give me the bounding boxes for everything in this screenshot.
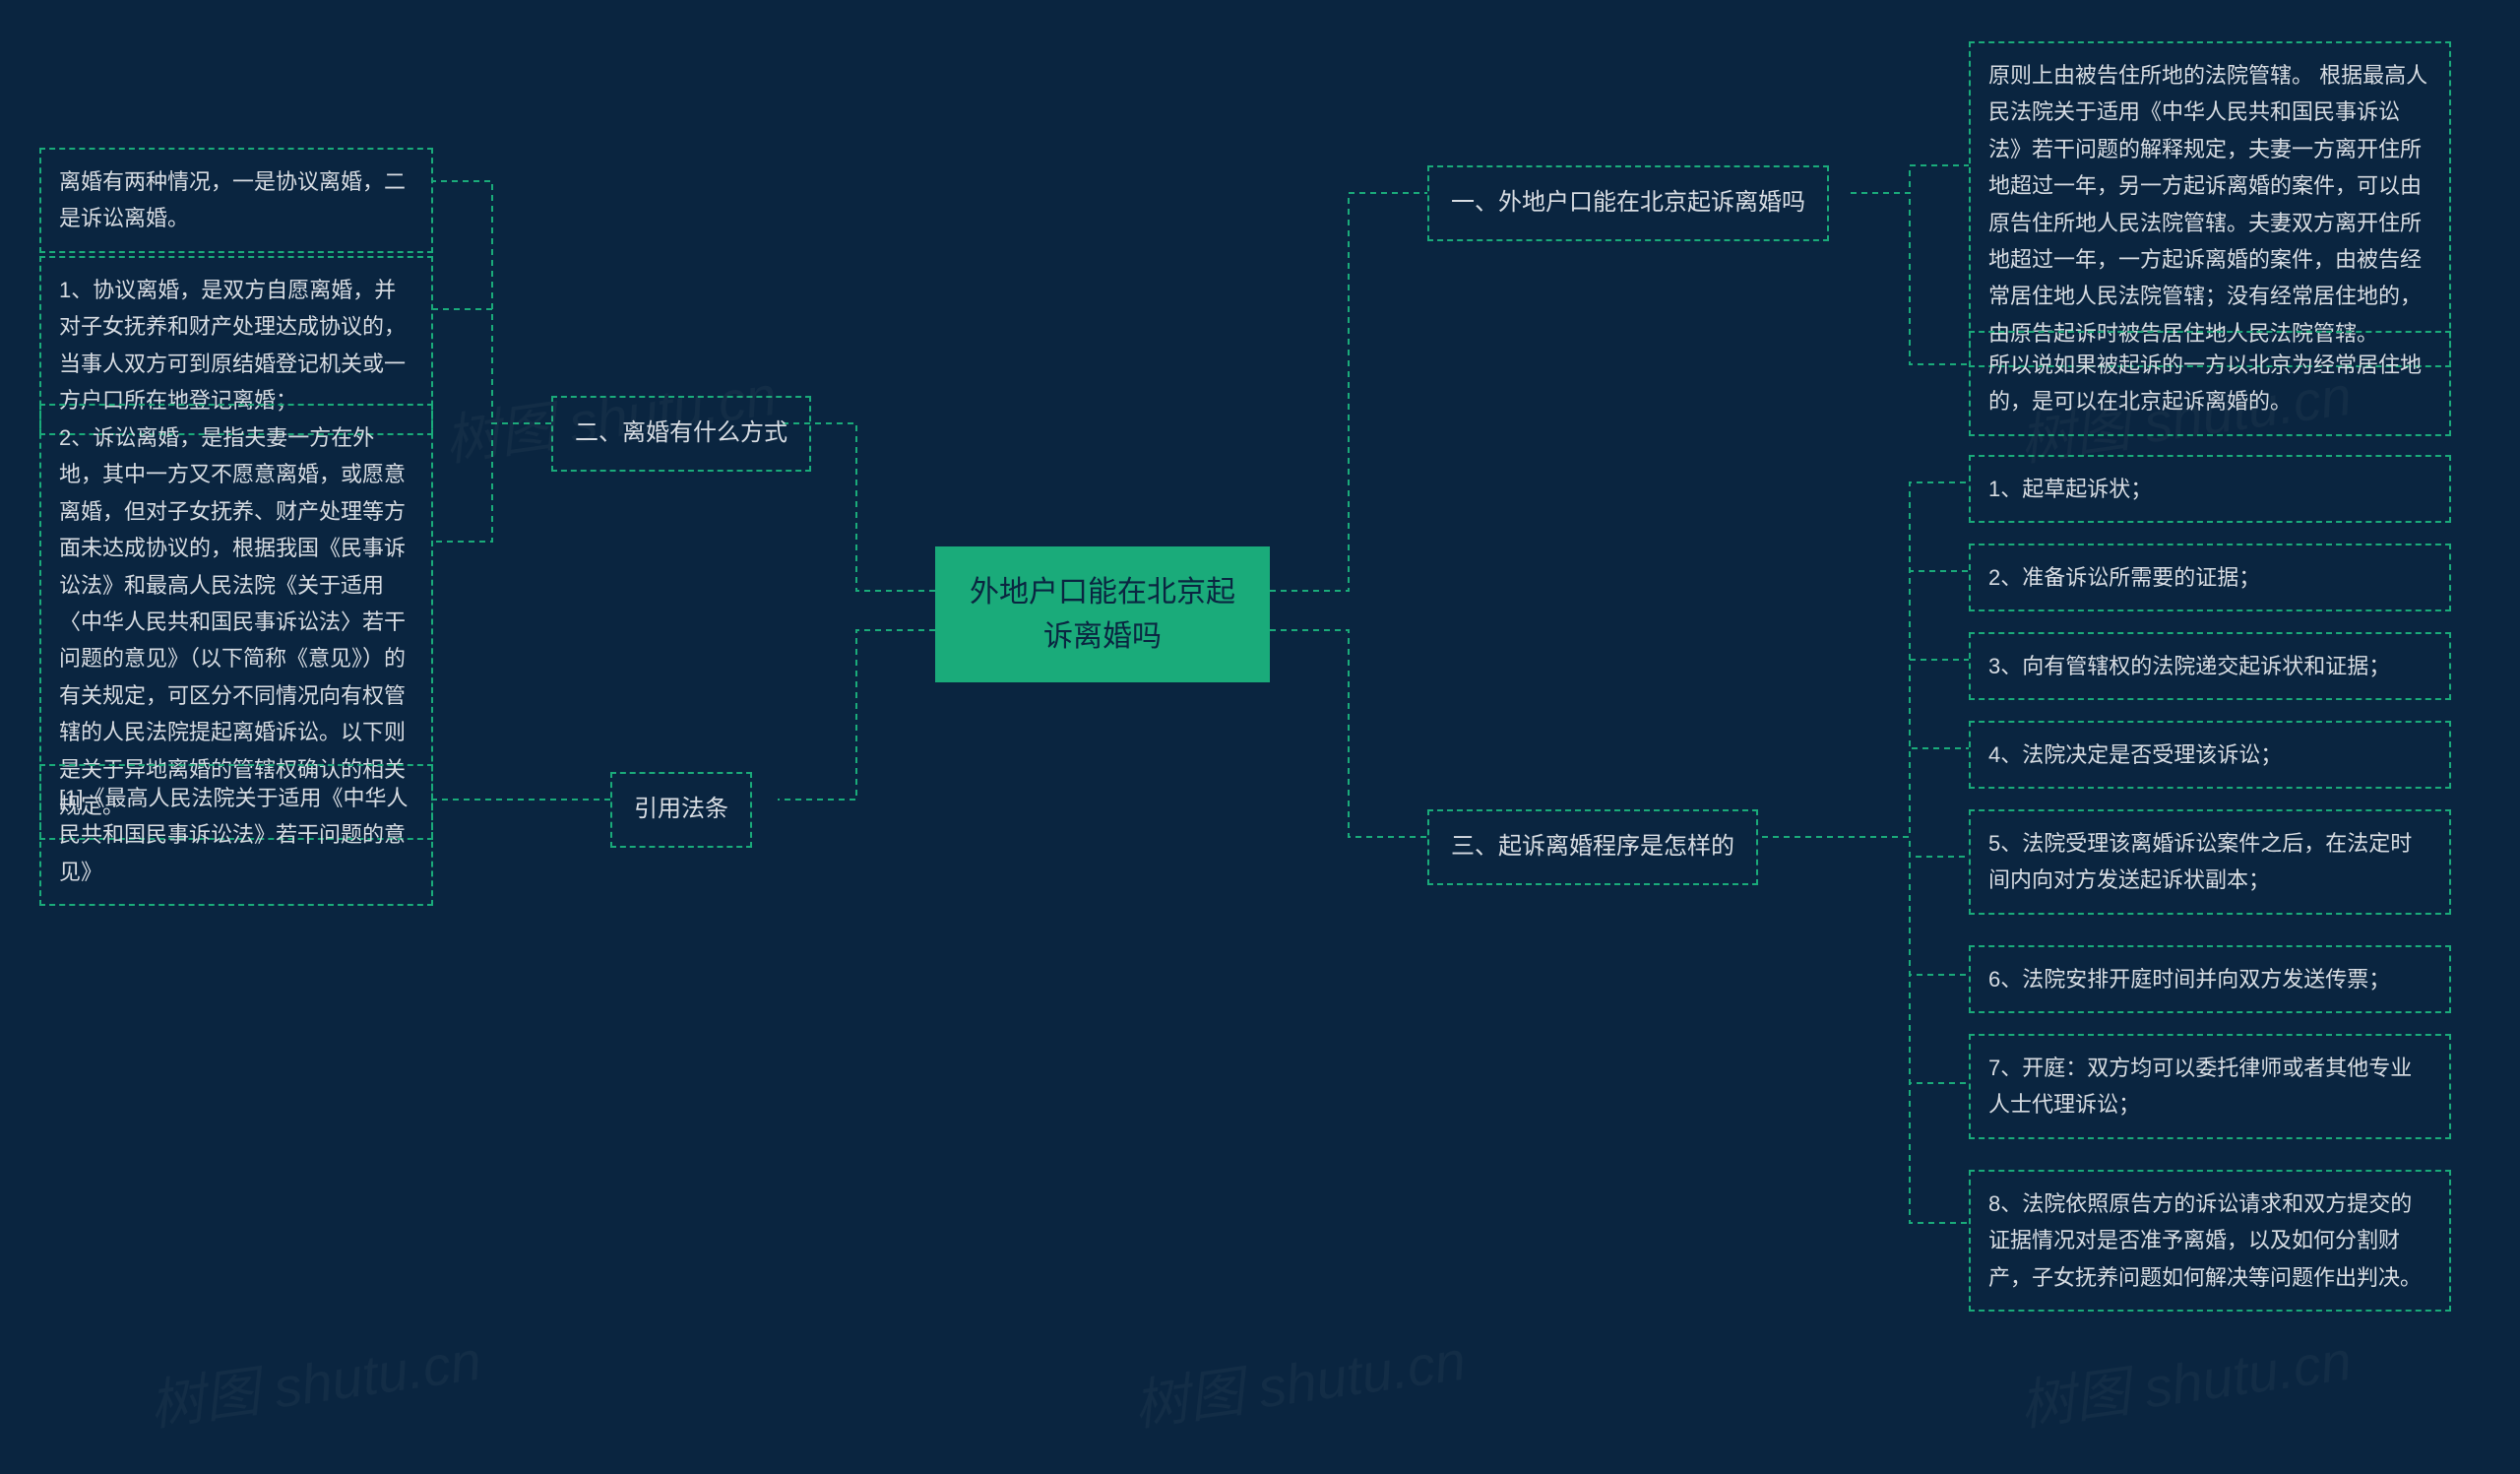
branch-3-leaf-4: 4、法院决定是否受理该诉讼； (1969, 721, 2451, 789)
branch-3-leaf-1: 1、起草起诉状； (1969, 455, 2451, 523)
branch-1-leaf-1-text: 原则上由被告住所地的法院管辖。 根据最高人民法院关于适用《中华人民共和国民事诉讼… (1988, 63, 2427, 346)
b3-l4-text: 4、法院决定是否受理该诉讼； (1988, 742, 2282, 767)
watermark: 树图 shutu.cn (2014, 1316, 2356, 1442)
branch-3-leaf-6: 6、法院安排开庭时间并向双方发送传票； (1969, 945, 2451, 1013)
branch-3-title: 三、起诉离婚程序是怎样的 (1451, 833, 1734, 860)
b3-l3-text: 3、向有管辖权的法院递交起诉状和证据； (1988, 654, 2390, 678)
branch-1: 一、外地户口能在北京起诉离婚吗 (1427, 165, 1829, 241)
b2-l3-text: 2、诉讼离婚，是指夫妻一方在外地，其中一方又不愿意离婚，或愿意离婚，但对子女抚养… (59, 425, 406, 818)
watermark: 树图 shutu.cn (144, 1316, 485, 1442)
b3-l2-text: 2、准备诉讼所需要的证据； (1988, 565, 2260, 590)
branch-2: 二、离婚有什么方式 (551, 396, 811, 472)
branch-3-leaf-7: 7、开庭：双方均可以委托律师或者其他专业人士代理诉讼； (1969, 1034, 2451, 1139)
branch-3-leaf-5: 5、法院受理该离婚诉讼案件之后，在法定时间内向对方发送起诉状副本； (1969, 809, 2451, 915)
branch-4-title: 引用法条 (634, 796, 728, 822)
branch-1-leaf-2: 所以说如果被起诉的一方以北京为经常居住地的，是可以在北京起诉离婚的。 (1969, 331, 2451, 436)
b2-l1-text: 离婚有两种情况，一是协议离婚，二是诉讼离婚。 (59, 169, 406, 230)
b2-l2-text: 1、协议离婚，是双方自愿离婚，并对子女抚养和财产处理达成协议的，当事人双方可到原… (59, 278, 406, 413)
branch-4: 引用法条 (610, 772, 752, 848)
branch-1-leaf-2-text: 所以说如果被起诉的一方以北京为经常居住地的，是可以在北京起诉离婚的。 (1988, 352, 2422, 414)
root-node: 外地户口能在北京起诉离婚吗 (935, 546, 1270, 682)
b3-l7-text: 7、开庭：双方均可以委托律师或者其他专业人士代理诉讼； (1988, 1056, 2412, 1117)
branch-2-title: 二、离婚有什么方式 (575, 419, 788, 446)
b3-l5-text: 5、法院受理该离婚诉讼案件之后，在法定时间内向对方发送起诉状副本； (1988, 831, 2412, 892)
branch-3: 三、起诉离婚程序是怎样的 (1427, 809, 1758, 885)
branch-3-leaf-8: 8、法院依照原告方的诉讼请求和双方提交的证据情况对是否准予离婚，以及如何分割财产… (1969, 1170, 2451, 1312)
branch-3-leaf-2: 2、准备诉讼所需要的证据； (1969, 544, 2451, 611)
branch-4-leaf-1: [1]《最高人民法院关于适用《中华人民共和国民事诉讼法》若干问题的意见》 (39, 764, 433, 906)
watermark: 树图 shutu.cn (1128, 1316, 1470, 1442)
branch-1-title: 一、外地户口能在北京起诉离婚吗 (1451, 189, 1805, 216)
b3-l8-text: 8、法院依照原告方的诉讼请求和双方提交的证据情况对是否准予离婚，以及如何分割财产… (1988, 1191, 2422, 1290)
b3-l6-text: 6、法院安排开庭时间并向双方发送传票； (1988, 967, 2390, 992)
branch-1-leaf-1: 原则上由被告住所地的法院管辖。 根据最高人民法院关于适用《中华人民共和国民事诉讼… (1969, 41, 2451, 367)
branch-2-leaf-1: 离婚有两种情况，一是协议离婚，二是诉讼离婚。 (39, 148, 433, 253)
branch-3-leaf-3: 3、向有管辖权的法院递交起诉状和证据； (1969, 632, 2451, 700)
root-text: 外地户口能在北京起诉离婚吗 (970, 576, 1235, 653)
b4-l1-text: [1]《最高人民法院关于适用《中华人民共和国民事诉讼法》若干问题的意见》 (59, 786, 408, 884)
b3-l1-text: 1、起草起诉状； (1988, 477, 2152, 501)
